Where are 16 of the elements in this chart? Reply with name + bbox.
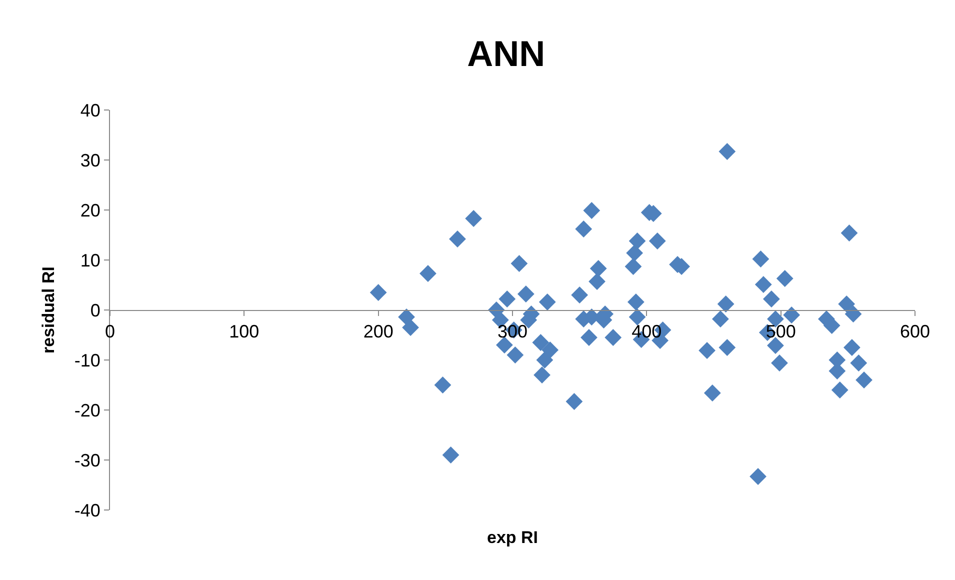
y-tick-label: -10	[74, 350, 100, 370]
x-tick-label: 0	[104, 322, 116, 342]
y-axis-title: residual RI	[38, 266, 58, 354]
y-tick-label: 20	[80, 200, 100, 220]
x-tick-label: 600	[900, 322, 930, 342]
y-tick-label: 40	[80, 100, 100, 120]
x-tick-label: 200	[363, 322, 394, 342]
y-tick-label: -30	[74, 450, 100, 470]
y-tick-label: 30	[80, 150, 100, 170]
y-tick-label: -20	[74, 400, 100, 420]
x-axis-title: exp RI	[487, 528, 538, 547]
y-tick-label: 0	[90, 300, 100, 320]
y-tick-label: -40	[74, 500, 100, 520]
x-tick-label: 100	[229, 322, 260, 342]
chart-title: ANN	[467, 32, 546, 74]
y-tick-label: 10	[80, 250, 100, 270]
